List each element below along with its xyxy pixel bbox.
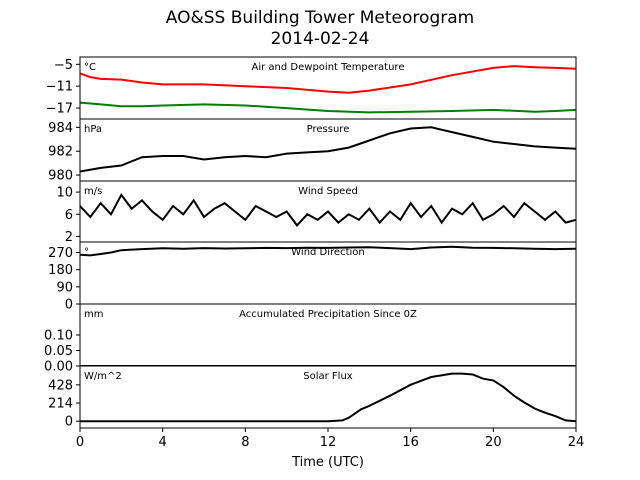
y-tick-label: −17 <box>46 102 73 117</box>
panel-title: Accumulated Precipitation Since 0Z <box>239 309 417 320</box>
y-tick-label: 0 <box>65 298 73 313</box>
x-tick-label: 8 <box>241 435 249 450</box>
panel-title: Wind Speed <box>298 186 358 197</box>
panel-unit-label: m/s <box>84 186 102 197</box>
panel-4: 0.100.050.00 mm Accumulated Precipitation … <box>44 303 577 375</box>
panel-unit-label: W/m^2 <box>84 371 122 382</box>
panel-5: 428 214 0 W/m^2 Solar Flux <box>48 365 577 430</box>
panel-title: Pressure <box>307 124 350 135</box>
panel-unit-label: hPa <box>84 124 102 135</box>
y-tick-label: −11 <box>46 80 73 95</box>
y-tick-label: 0 <box>65 415 73 430</box>
x-tick-label: 20 <box>485 435 502 450</box>
series-line-1-0 <box>80 126 576 173</box>
panel-title: Wind Direction <box>291 247 365 258</box>
x-tick-label: 0 <box>76 435 84 450</box>
panel-1: 984 982 980 hPa Pressure <box>48 118 577 184</box>
panel-3: 270 180 90 0 ° Wind Direction <box>48 241 577 313</box>
panel-title: Air and Dewpoint Temperature <box>252 62 405 73</box>
x-tick-label: 16 <box>402 435 419 450</box>
y-tick-label: 982 <box>48 145 73 160</box>
series-line-0-1 <box>80 101 576 114</box>
x-axis-label: Time (UTC) <box>291 455 364 470</box>
panel-unit-label: mm <box>84 309 103 320</box>
chart-title: AO&SS Building Tower Meteorogram <box>165 8 475 28</box>
y-tick-label: 0.05 <box>44 344 73 359</box>
y-tick-label: 214 <box>48 397 73 412</box>
y-tick-label: 6 <box>65 208 73 223</box>
panel-2: 10 6 2 m/s Wind Speed <box>56 180 577 245</box>
x-tick-label: 24 <box>568 435 585 450</box>
y-tick-label: 428 <box>48 378 73 393</box>
panel-unit-label: ° <box>84 247 89 258</box>
series-line-2-0 <box>80 193 576 227</box>
y-tick-label: 90 <box>56 280 73 295</box>
y-tick-label: −5 <box>54 58 73 73</box>
panel-0: −5 −11 −17 °C Air and Dewpoint Temperature <box>46 56 577 120</box>
panel-title: Solar Flux <box>303 371 353 382</box>
panel-unit-label: °C <box>84 62 96 73</box>
y-tick-label: 0.10 <box>44 329 73 344</box>
chart-subtitle: 2014-02-24 <box>270 29 370 49</box>
y-tick-label: 0.00 <box>44 360 73 375</box>
y-tick-label: 10 <box>56 186 73 201</box>
x-tick-label: 12 <box>320 435 337 450</box>
y-tick-label: 980 <box>48 169 73 184</box>
series-line-3-0 <box>80 245 576 257</box>
y-tick-label: 2 <box>65 230 73 245</box>
y-tick-label: 270 <box>48 246 73 261</box>
y-tick-label: 180 <box>48 263 73 278</box>
series-line-0-0 <box>80 65 576 94</box>
x-tick-label: 4 <box>159 435 167 450</box>
series-line-5-0 <box>80 372 576 423</box>
y-tick-label: 984 <box>48 121 73 136</box>
